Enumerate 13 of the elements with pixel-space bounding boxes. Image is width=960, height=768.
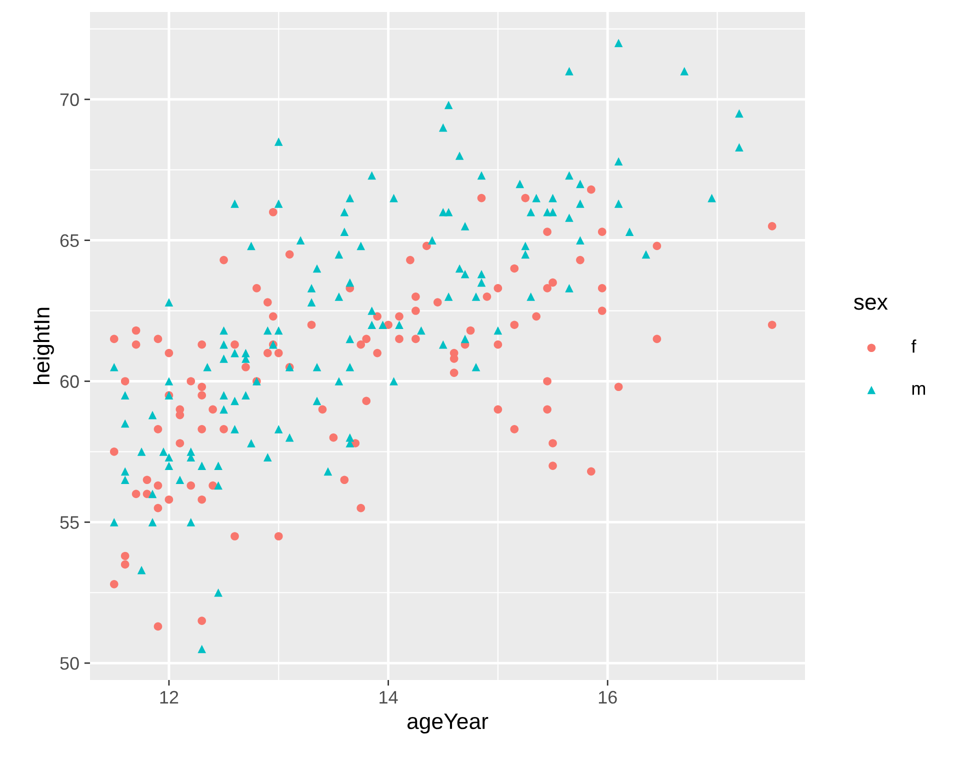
x-axis-title: ageYear bbox=[407, 714, 488, 734]
legend-label: f bbox=[911, 340, 916, 353]
y-tick-label: 60 bbox=[60, 375, 79, 388]
y-axis-title: heightIn bbox=[33, 308, 54, 384]
x-tick-label: 12 bbox=[160, 690, 178, 704]
x-tick-label: 14 bbox=[380, 691, 398, 704]
y-tick-label: 70 bbox=[60, 93, 79, 106]
y-tick-label: 50 bbox=[60, 657, 79, 670]
y-tick-label: 55 bbox=[60, 516, 79, 529]
legend-label: m bbox=[912, 385, 926, 395]
x-tick-label: 16 bbox=[598, 690, 617, 704]
legend-title: sex bbox=[854, 298, 888, 310]
y-tick-label: 65 bbox=[60, 234, 79, 248]
